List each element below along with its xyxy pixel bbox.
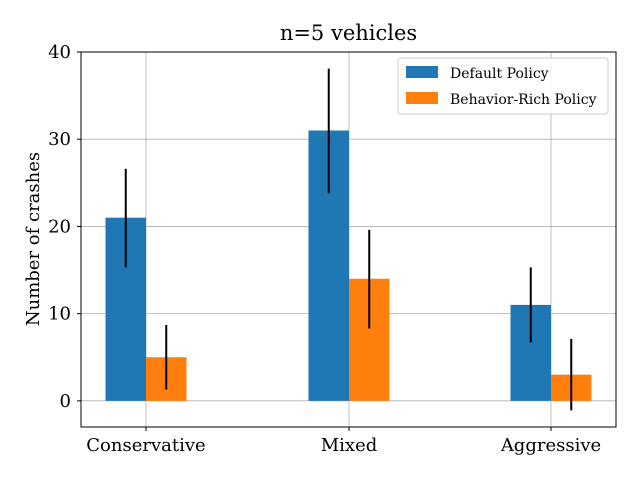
x-tick-label-mixed: Mixed <box>321 435 378 456</box>
x-tick-label-conservative: Conservative <box>86 435 205 456</box>
legend-label-behavior-rich-policy: Behavior-Rich Policy <box>450 92 597 108</box>
y-tick-label-0: 0 <box>60 391 71 412</box>
chart-title: n=5 vehicles <box>280 21 417 45</box>
legend-swatch-default-policy <box>406 66 438 78</box>
legend: Default Policy Behavior-Rich Policy <box>397 57 609 115</box>
axis-ticks: 0 10 20 30 40 Conservative Mixed Aggressive <box>48 42 601 456</box>
y-tick-label-20: 20 <box>48 216 71 237</box>
legend-box <box>397 57 609 115</box>
y-tick-label-40: 40 <box>48 42 71 63</box>
legend-label-default-policy: Default Policy <box>450 66 549 82</box>
y-tick-label-10: 10 <box>48 304 71 325</box>
x-tick-label-aggressive: Aggressive <box>500 435 601 456</box>
y-tick-label-30: 30 <box>48 129 71 150</box>
bars <box>105 130 592 401</box>
y-axis-label: Number of crashes <box>23 152 44 326</box>
legend-swatch-behavior-rich-policy <box>406 92 438 104</box>
error-bars <box>124 68 573 411</box>
